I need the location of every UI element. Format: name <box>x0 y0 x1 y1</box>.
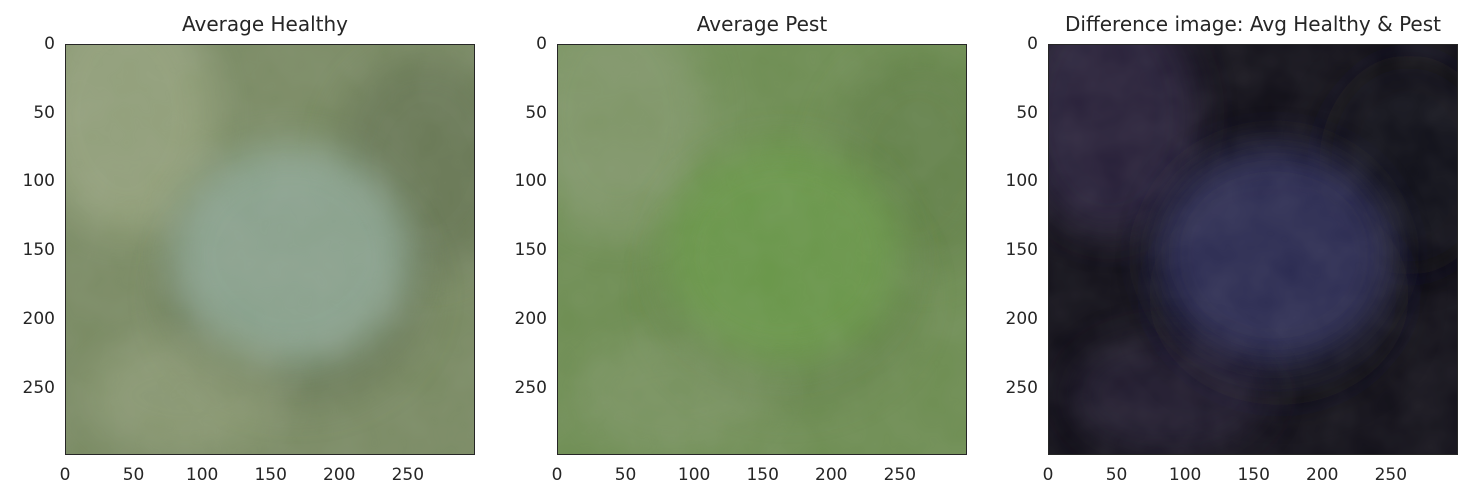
texture-overlay <box>558 45 966 454</box>
x-tick-label: 50 <box>614 465 637 485</box>
chart-panel-pest: Average Pest 0 50 100 150 200 250 0 50 100 150 20… <box>492 0 967 504</box>
y-tick-label: 0 <box>1027 34 1038 54</box>
chart-panel-healthy: Average Healthy 0 50 100 150 200 250 0 50 100 15… <box>0 0 475 504</box>
x-tick-label: 0 <box>1042 465 1054 485</box>
image-area <box>65 44 475 455</box>
y-tick-label: 50 <box>1016 102 1038 123</box>
y-tick-label: 250 <box>514 377 547 398</box>
x-tick-label: 100 <box>185 465 219 485</box>
chart-title: Average Pest <box>696 12 828 36</box>
x-tick-label: 200 <box>1306 465 1339 485</box>
y-tick-label: 250 <box>22 377 55 398</box>
x-tick-label: 200 <box>815 465 848 485</box>
x-tick-label: 250 <box>1374 465 1408 485</box>
y-tick-label: 150 <box>514 240 547 261</box>
y-tick-label: 250 <box>1005 377 1038 398</box>
chart-panel-difference: Difference image: Avg Healthy & Pest 0 50… <box>983 0 1458 504</box>
x-tick-label: 0 <box>551 465 563 485</box>
heatmap-image <box>558 45 966 454</box>
heatmap-image <box>66 45 474 454</box>
y-tick-label: 50 <box>525 102 547 123</box>
x-tick-label: 150 <box>1237 465 1270 485</box>
image-area <box>1048 44 1458 455</box>
x-tick-label: 0 <box>59 465 71 485</box>
y-tick-label: 100 <box>22 171 55 192</box>
image-area <box>557 44 967 455</box>
x-tick-label: 200 <box>323 465 356 485</box>
x-tick-label: 50 <box>1105 465 1128 485</box>
x-tick-label: 100 <box>677 465 711 485</box>
x-tick-label: 250 <box>883 465 917 485</box>
y-tick-label: 100 <box>1005 171 1038 192</box>
x-tick-label: 50 <box>122 465 145 485</box>
y-tick-label: 200 <box>1005 308 1038 329</box>
y-tick-label: 100 <box>514 171 547 192</box>
y-tick-label: 200 <box>22 308 55 329</box>
texture-overlay <box>1049 45 1457 454</box>
y-tick-label: 0 <box>44 34 55 54</box>
x-tick-label: 150 <box>254 465 287 485</box>
chart-title: Average Healthy <box>182 12 348 36</box>
x-tick-label: 150 <box>746 465 779 485</box>
x-tick-label: 100 <box>1168 465 1202 485</box>
y-tick-label: 0 <box>536 34 547 54</box>
x-tick-label: 250 <box>391 465 425 485</box>
heatmap-image <box>1049 45 1457 454</box>
y-tick-label: 150 <box>22 240 55 261</box>
y-tick-label: 50 <box>33 102 55 123</box>
y-tick-label: 200 <box>514 308 547 329</box>
y-tick-label: 150 <box>1005 240 1038 261</box>
chart-title: Difference image: Avg Healthy & Pest <box>1065 12 1441 36</box>
texture-overlay <box>66 45 474 454</box>
